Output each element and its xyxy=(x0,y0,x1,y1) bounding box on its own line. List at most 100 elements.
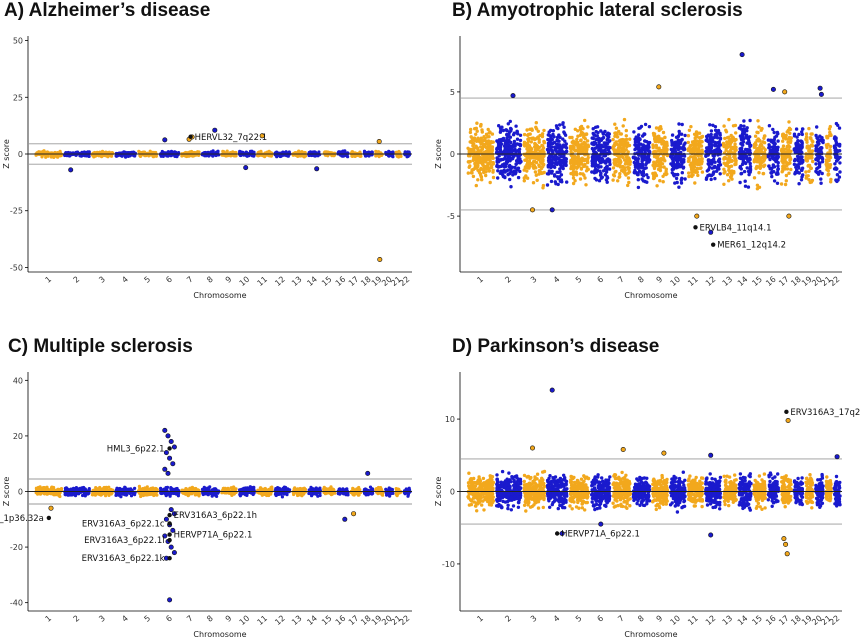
data-point xyxy=(696,173,700,178)
data-point xyxy=(586,167,590,172)
data-point xyxy=(576,154,580,159)
data-point xyxy=(652,174,656,178)
data-point xyxy=(784,133,788,138)
data-point xyxy=(628,137,632,141)
data-point xyxy=(615,135,620,139)
data-point xyxy=(583,141,587,145)
data-point xyxy=(804,170,808,174)
data-point xyxy=(627,180,631,185)
data-point xyxy=(570,135,574,140)
x-axis-title: Chromosome xyxy=(193,291,246,300)
data-point xyxy=(514,162,518,166)
data-point xyxy=(626,150,630,154)
data-point xyxy=(718,133,722,137)
data-point xyxy=(739,127,743,131)
data-point xyxy=(585,139,590,143)
data-point xyxy=(129,487,133,491)
data-point xyxy=(571,181,576,186)
data-point xyxy=(584,183,588,187)
data-point xyxy=(49,486,54,490)
data-point xyxy=(522,132,527,137)
data-point xyxy=(695,166,699,171)
data-point xyxy=(563,133,568,137)
data-point xyxy=(704,138,708,143)
data-point xyxy=(797,132,801,137)
outlier-point xyxy=(212,127,218,133)
data-point xyxy=(590,146,595,151)
data-point xyxy=(799,178,804,182)
data-point xyxy=(547,130,551,134)
data-point xyxy=(605,141,610,146)
x-tick-label-chr4: 4 xyxy=(120,275,130,285)
data-point xyxy=(670,141,674,145)
x-tick-label-chr7: 7 xyxy=(616,275,626,285)
data-point xyxy=(533,159,537,164)
outlier-point xyxy=(377,257,383,263)
data-point xyxy=(828,144,833,149)
data-point xyxy=(820,146,824,150)
data-point xyxy=(670,154,674,158)
outlier-point xyxy=(786,213,792,219)
data-point xyxy=(86,491,90,495)
data-point xyxy=(552,140,557,145)
data-point xyxy=(571,156,575,160)
data-point xyxy=(53,150,57,155)
data-point xyxy=(741,143,745,147)
data-point xyxy=(104,494,108,498)
data-point xyxy=(755,187,760,191)
data-point xyxy=(370,150,374,154)
data-point xyxy=(773,149,777,153)
data-point xyxy=(817,165,822,169)
data-point xyxy=(807,163,812,168)
data-point xyxy=(815,125,819,129)
data-point xyxy=(694,139,699,143)
data-point xyxy=(614,150,618,154)
chromosome-4-points xyxy=(114,485,137,499)
data-point xyxy=(771,141,775,145)
data-point xyxy=(800,166,805,170)
data-point xyxy=(640,177,644,181)
data-point xyxy=(614,126,619,130)
data-point xyxy=(727,179,731,183)
data-point xyxy=(717,140,721,144)
data-point xyxy=(342,154,346,158)
outlier-point xyxy=(162,137,168,143)
data-point xyxy=(709,141,713,146)
data-point xyxy=(123,485,127,489)
data-point xyxy=(647,153,651,158)
data-point xyxy=(732,169,736,174)
data-point xyxy=(637,126,641,130)
data-point xyxy=(536,129,540,133)
data-point xyxy=(754,166,758,171)
data-point xyxy=(467,160,471,164)
data-point xyxy=(699,161,704,166)
data-point xyxy=(475,121,479,125)
data-point xyxy=(101,491,105,495)
data-point xyxy=(582,164,586,169)
data-point xyxy=(711,171,716,175)
data-point xyxy=(556,144,561,149)
data-point xyxy=(476,178,480,182)
data-point xyxy=(482,165,486,170)
data-point xyxy=(618,165,623,169)
chromosome-2-points xyxy=(494,119,523,189)
data-point xyxy=(776,164,780,168)
panel-title-c: C) Multiple sclerosis xyxy=(8,336,193,357)
data-point xyxy=(799,139,803,143)
data-point xyxy=(475,165,479,169)
outlier-point xyxy=(818,91,824,97)
data-point xyxy=(767,124,772,128)
data-point xyxy=(621,168,625,172)
data-point xyxy=(745,150,749,155)
data-point xyxy=(203,153,208,157)
data-point xyxy=(571,161,575,165)
data-point xyxy=(563,150,568,154)
data-point xyxy=(838,170,842,174)
data-point xyxy=(591,136,596,141)
data-point xyxy=(636,178,640,182)
data-point xyxy=(554,182,558,186)
data-point xyxy=(480,157,484,161)
data-point xyxy=(586,125,590,129)
x-tick-label-chr7: 7 xyxy=(185,275,195,285)
data-point xyxy=(593,156,597,161)
